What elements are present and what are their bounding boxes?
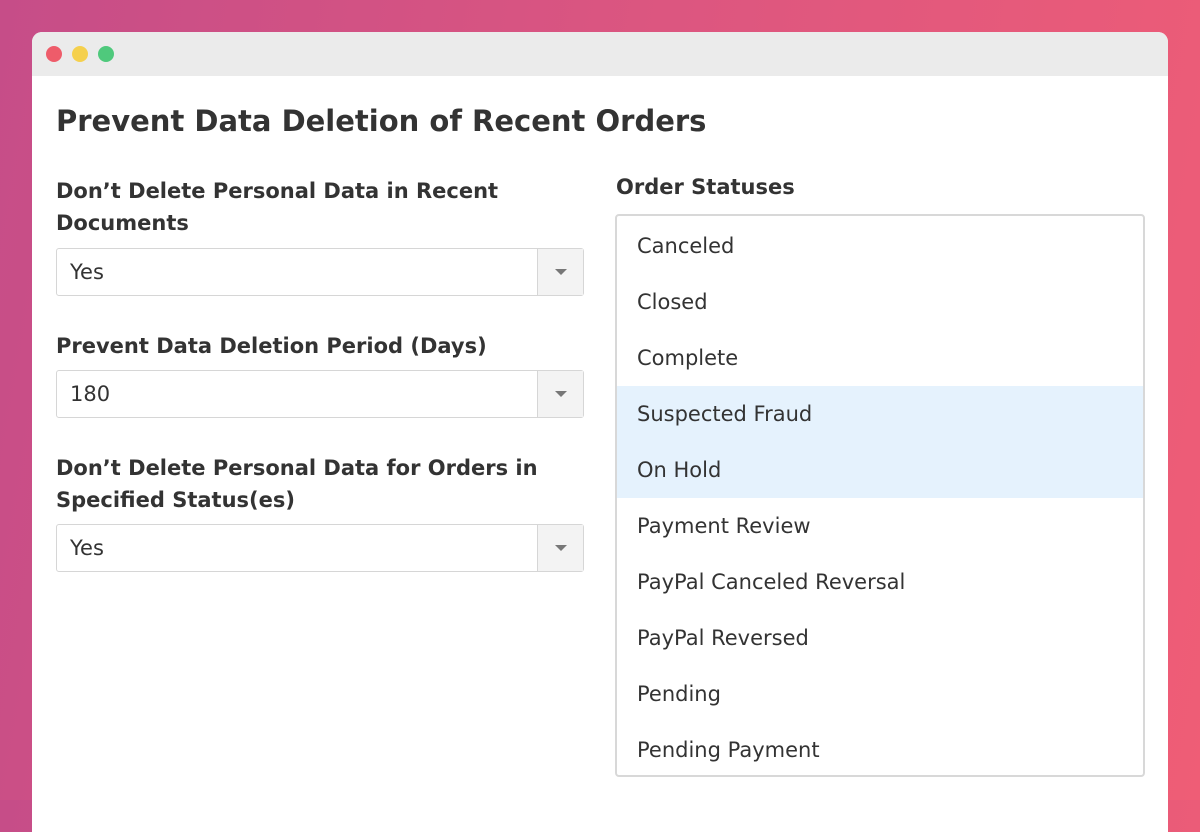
order-status-option[interactable]: Complete: [637, 346, 739, 370]
title-bar: [32, 32, 1168, 76]
order-status-option[interactable]: PayPal Reversed: [637, 626, 809, 650]
select-value: Yes: [70, 260, 104, 284]
order-status-option[interactable]: Closed: [637, 290, 708, 314]
select-value: 180: [70, 382, 111, 406]
recent-documents-select[interactable]: Yes: [56, 248, 584, 296]
order-status-option[interactable]: PayPal Canceled Reversal: [637, 570, 906, 594]
deletion-period-select[interactable]: 180: [56, 370, 584, 418]
order-status-option[interactable]: Pending Payment: [637, 738, 820, 762]
order-status-option[interactable]: Canceled: [637, 234, 735, 258]
chevron-down-icon[interactable]: [537, 371, 583, 417]
specified-status-select[interactable]: Yes: [56, 524, 584, 572]
deletion-period-label: Prevent Data Deletion Period (Days): [56, 334, 487, 358]
maximize-window-button[interactable]: [98, 46, 114, 62]
specified-status-label: Don’t Delete Personal Data for Orders in…: [56, 456, 538, 512]
chevron-down-icon[interactable]: [537, 525, 583, 571]
recent-documents-label: Don’t Delete Personal Data in Recent Doc…: [56, 179, 499, 235]
browser-window: Prevent Data Deletion of Recent Orders D…: [32, 32, 1168, 832]
select-value: Yes: [70, 536, 104, 560]
order-status-option[interactable]: On Hold: [617, 442, 1143, 498]
order-statuses-label: Order Statuses: [616, 175, 795, 199]
chevron-down-icon[interactable]: [537, 249, 583, 295]
order-status-option[interactable]: Payment Review: [637, 514, 811, 538]
minimize-window-button[interactable]: [72, 46, 88, 62]
order-statuses-multiselect[interactable]: Canceled Closed Complete Suspected Fraud On …: [615, 214, 1145, 777]
order-status-option[interactable]: Pending: [637, 682, 721, 706]
page-title: Prevent Data Deletion of Recent Orders: [56, 104, 707, 138]
order-status-option[interactable]: Suspected Fraud: [617, 386, 1143, 442]
close-window-button[interactable]: [46, 46, 62, 62]
